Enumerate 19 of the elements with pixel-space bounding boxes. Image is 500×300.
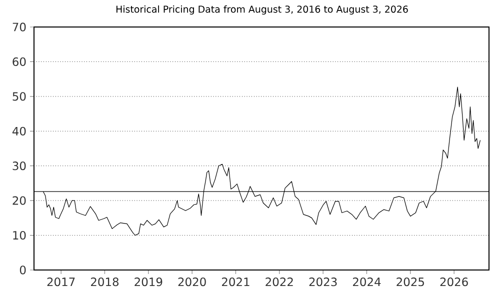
y-tick-label: 60 [12, 57, 26, 66]
chart-title: Historical Pricing Data from August 3, 2016 to August 3, 2026 [116, 5, 408, 15]
y-tick-label: 70 [12, 22, 26, 32]
y-tick-label: 30 [12, 162, 26, 170]
y-tick-label: 40 [12, 126, 26, 136]
x-tick-label: 2022 [266, 278, 293, 286]
y-tick-label: 10 [13, 230, 26, 240]
x-tick-label: 2017 [47, 278, 75, 286]
y-tick-label: 50 [12, 92, 26, 101]
x-tick-label: 2019 [134, 278, 162, 286]
x-tick-label: 2023 [309, 278, 337, 286]
x-tick-label: 2018 [91, 278, 119, 286]
y-tick-label: 20 [12, 196, 26, 205]
x-tick-label: 2025 [396, 278, 424, 286]
y-tick-label: 0 [20, 266, 26, 274]
x-tick-label: 2026 [440, 278, 468, 286]
x-tick-label: 2020 [178, 278, 206, 286]
x-tick-label: 2024 [353, 278, 381, 286]
x-tick-label: 2021 [222, 278, 250, 286]
